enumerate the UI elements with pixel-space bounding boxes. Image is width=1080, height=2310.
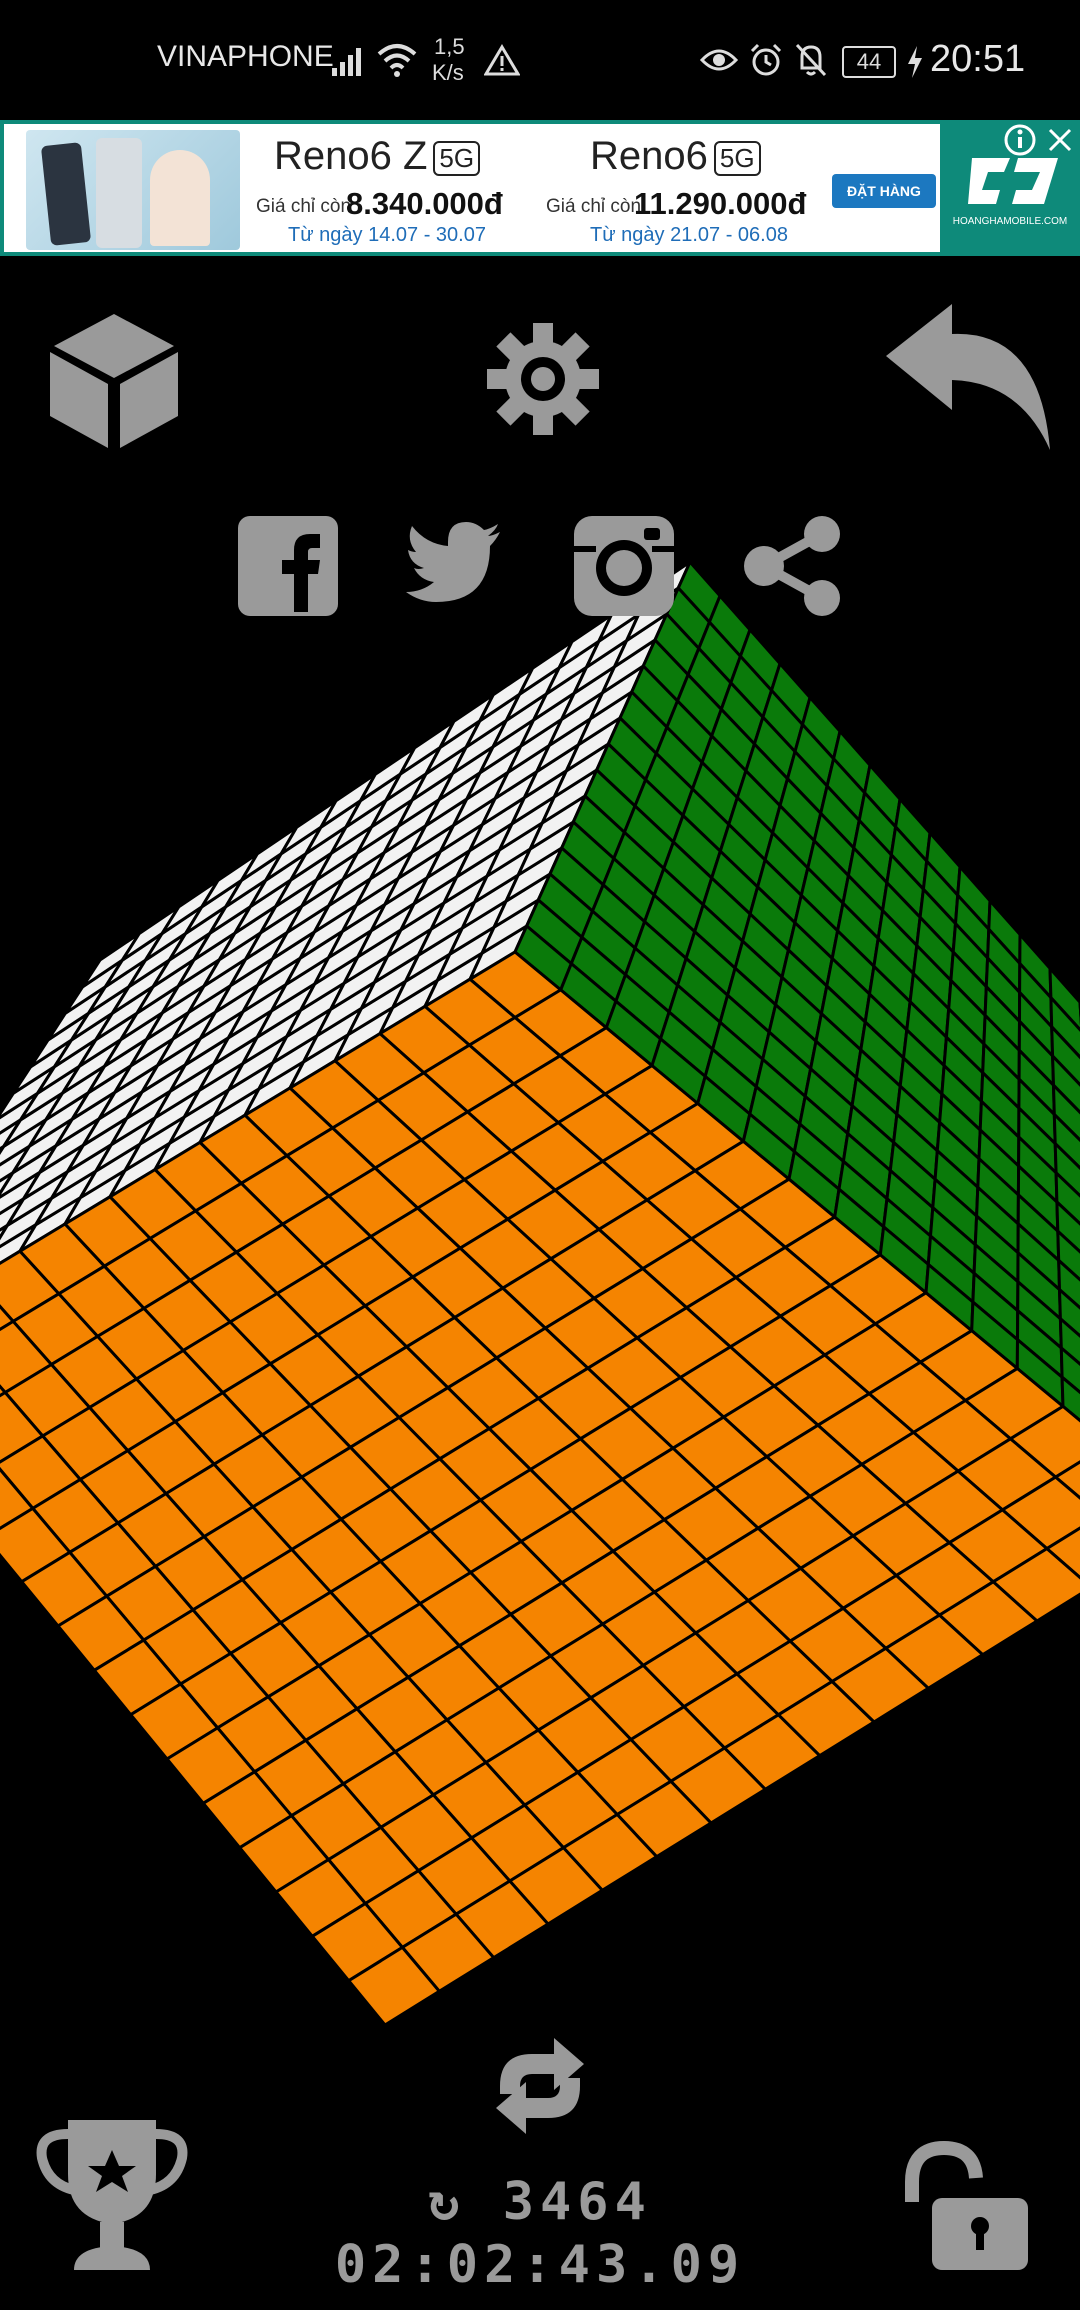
brand-logo	[968, 158, 1058, 204]
unlock-icon[interactable]	[898, 2138, 1034, 2272]
undo-icon[interactable]	[880, 300, 1056, 456]
move-counter-icon: ↻	[428, 2172, 466, 2232]
gear-icon[interactable]	[486, 322, 600, 436]
net-speed-unit: K/s	[432, 60, 464, 85]
ad-brand-area[interactable]	[940, 120, 1080, 256]
ad-product2-title[interactable]: Reno6 5G	[590, 134, 761, 179]
ad-product2-badge: 5G	[713, 140, 761, 176]
close-icon[interactable]	[1044, 124, 1076, 156]
cube-sticker[interactable]	[1059, 1344, 1080, 1415]
carrier-name: VINAPHONE	[157, 40, 334, 73]
trophy-icon[interactable]	[34, 2114, 190, 2274]
eye-icon	[700, 49, 738, 71]
cube-sticker[interactable]	[346, 1945, 442, 2027]
alarm-icon	[750, 43, 782, 76]
info-icon[interactable]	[1002, 122, 1038, 158]
cube-sticker[interactable]	[1050, 1052, 1080, 1120]
ad-product1-dates: Từ ngày 14.07 - 30.07	[288, 224, 486, 246]
ad-order-button[interactable]: ĐẶT HÀNG	[832, 174, 936, 208]
move-count-value: 3464	[502, 2172, 652, 2232]
ad-product1-price-label: Giá chỉ còn	[256, 196, 352, 217]
cube-sticker[interactable]	[1051, 1081, 1080, 1149]
facebook-icon[interactable]	[238, 516, 338, 616]
cube-sticker[interactable]	[1057, 1256, 1080, 1326]
cube-3d-view[interactable]	[0, 256, 1080, 2056]
twitter-icon[interactable]	[406, 522, 502, 606]
cube-sticker[interactable]	[1053, 1444, 1080, 1515]
cube-sticker[interactable]	[1049, 993, 1080, 1062]
wifi-icon	[377, 44, 417, 77]
cube-sticker[interactable]	[1054, 1169, 1080, 1238]
ad-product2-dates: Từ ngày 21.07 - 06.08	[590, 224, 788, 246]
cube-sticker[interactable]	[1052, 1110, 1080, 1179]
status-time: 20:51	[930, 38, 1026, 80]
ad-product1-name: Reno6 Z	[274, 134, 428, 178]
cube-sticker[interactable]	[0, 1465, 36, 1538]
ad-product2-price-label: Giá chỉ còn	[546, 196, 642, 217]
cube-sticker[interactable]	[1050, 1022, 1080, 1091]
mute-bell-icon	[795, 43, 827, 77]
ad-product2-price: 11.290.000đ	[634, 186, 807, 221]
cube-sticker[interactable]	[0, 1278, 16, 1349]
cube-sticker[interactable]	[0, 1390, 45, 1465]
cube-sticker[interactable]	[1057, 1286, 1080, 1356]
ad-product2-name: Reno6	[590, 134, 708, 178]
status-bar: VINAPHONE 1,5 K/s 44 20:51	[0, 0, 1080, 120]
cube-sticker[interactable]	[1056, 1227, 1080, 1297]
ad-banner[interactable]: Reno6 Z 5G Giá chỉ còn 8.340.000đ Từ ngày…	[0, 120, 1080, 256]
signal-icon	[332, 48, 361, 76]
battery-level: 44	[842, 46, 896, 78]
cube-icon[interactable]	[44, 310, 184, 450]
ad-product-image[interactable]	[26, 130, 240, 250]
cube-face-top[interactable]	[0, 557, 694, 1360]
cube-sticker[interactable]	[1060, 1373, 1080, 1444]
move-counter: ↻ 3464	[0, 2172, 1080, 2232]
instagram-icon[interactable]	[574, 516, 674, 616]
cube-face-right[interactable]	[513, 559, 1080, 1520]
cube-sticker[interactable]	[1044, 1515, 1080, 1587]
warning-icon	[484, 44, 520, 76]
ad-content[interactable]: Reno6 Z 5G Giá chỉ còn 8.340.000đ Từ ngày…	[4, 124, 940, 252]
ad-product1-price: 8.340.000đ	[346, 186, 503, 221]
charging-icon	[908, 46, 922, 78]
cube-sticker[interactable]	[1058, 1315, 1080, 1386]
cube-sticker[interactable]	[1055, 1198, 1080, 1268]
ad-product1-title[interactable]: Reno6 Z 5G	[274, 134, 481, 179]
solve-timer: 02:02:43.09	[334, 2235, 746, 2295]
cube-sticker[interactable]	[1053, 1139, 1080, 1209]
cube-sticker[interactable]	[1048, 964, 1080, 1032]
ad-site-url: HOANGHAMOBILE.COM	[952, 216, 1068, 227]
ad-product1-badge: 5G	[433, 140, 481, 176]
net-speed-value: 1,5	[434, 34, 465, 59]
cube-face-front[interactable]	[0, 950, 1080, 2027]
share-icon[interactable]	[742, 516, 846, 616]
scramble-icon[interactable]	[484, 2030, 596, 2142]
